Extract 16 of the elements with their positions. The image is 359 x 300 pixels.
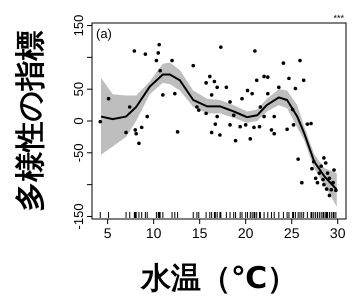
x-tick-label: 10 — [146, 225, 162, 241]
y-tick-label: 50 — [71, 82, 86, 96]
x-tick-label: 20 — [238, 225, 254, 241]
x-axis-title: 水温（℃） — [140, 262, 298, 295]
y-axis-title: 多様性の指標 — [14, 30, 47, 212]
y-tick-label: -50 — [71, 143, 86, 162]
x-tick-label: 5 — [104, 225, 112, 241]
annotation: (a) — [96, 26, 112, 41]
x-tick-label: 25 — [284, 225, 300, 241]
y-tick-label: -150 — [71, 203, 86, 230]
x-tick-label: 15 — [192, 225, 208, 241]
line-series — [100, 74, 338, 191]
annotation: *** — [333, 13, 344, 23]
y-tick-label: 150 — [71, 14, 86, 36]
x-tick-label: 30 — [330, 225, 346, 241]
y-tick-label: 0 — [71, 117, 86, 125]
